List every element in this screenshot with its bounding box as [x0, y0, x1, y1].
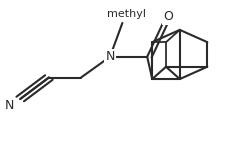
Text: N: N [105, 50, 115, 63]
Text: O: O [163, 10, 173, 23]
Text: methyl: methyl [107, 9, 146, 19]
Text: N: N [5, 99, 14, 112]
